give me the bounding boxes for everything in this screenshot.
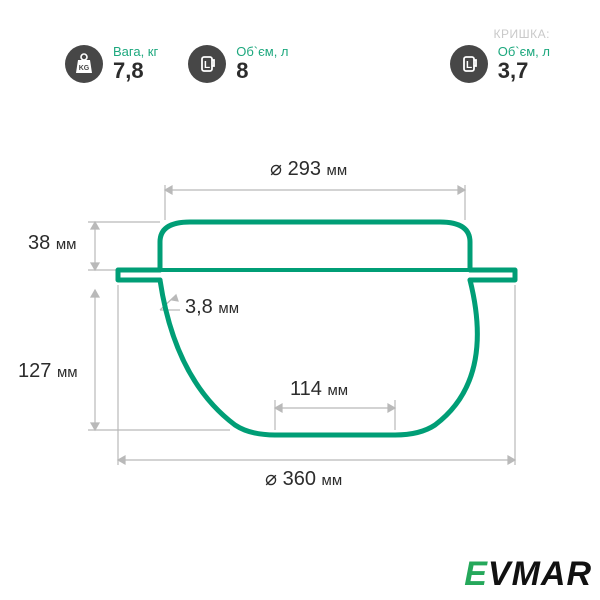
pot-shape [118,222,515,435]
dim-lid-height: 38 мм [28,232,76,255]
volume-value: 8 [236,59,288,83]
svg-text:KG: KG [79,65,90,72]
stat-volume: L Об`єм, л 8 [188,45,288,83]
volume-label: Об`єм, л [236,45,288,59]
brand-logo: EVMAR [464,555,592,594]
lid-tag: КРИШКА: [494,27,550,41]
lid-volume-icon: L [450,45,488,83]
dim-bottom-flat: 114 мм [290,378,348,401]
pot-diagram: ⌀ 293 мм 38 мм 3,8 мм 127 мм 114 мм ⌀ 36… [0,130,600,500]
lid-volume-label: Об`єм, л [498,45,550,59]
stat-weight: KG Вага, кг 7,8 [65,45,158,83]
weight-label: Вага, кг [113,45,158,59]
svg-text:L: L [466,60,472,71]
stats-header: KG Вага, кг 7,8 L Об`єм, л 8 КРИШКА: L [0,0,600,83]
lid-volume-value: 3,7 [498,59,550,83]
dim-top-diameter: ⌀ 293 мм [270,156,347,181]
dim-depth: 127 мм [18,360,78,383]
dim-outer-width: ⌀ 360 мм [265,466,342,491]
weight-icon: KG [65,45,103,83]
volume-icon: L [188,45,226,83]
stat-lid-volume: КРИШКА: L Об`єм, л 3,7 [450,45,550,83]
weight-value: 7,8 [113,59,158,83]
svg-text:L: L [204,60,210,71]
dim-wall: 3,8 мм [185,296,239,319]
dimension-lines [88,185,515,465]
